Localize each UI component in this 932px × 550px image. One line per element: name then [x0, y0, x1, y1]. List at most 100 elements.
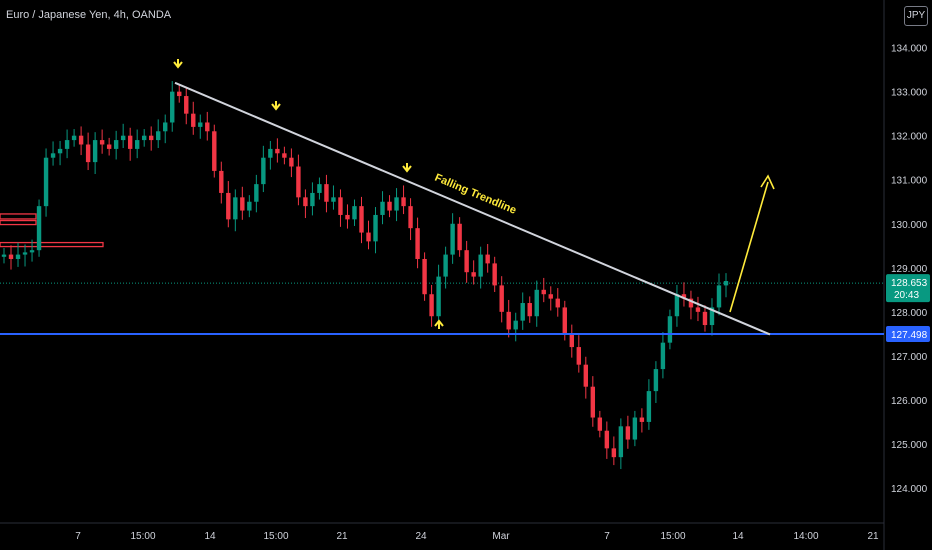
candle-body	[499, 285, 504, 312]
candle-body	[106, 144, 112, 149]
y-tick-label: 128.000	[891, 308, 928, 319]
resistance-zone	[0, 219, 37, 226]
candle-body	[723, 281, 729, 286]
candle-body	[170, 91, 175, 123]
candle-body	[184, 96, 189, 114]
y-tick-label: 126.000	[891, 396, 928, 407]
candle-body	[688, 298, 694, 308]
y-tick-label: 124.000	[891, 484, 928, 495]
x-tick-label: 15:00	[130, 531, 155, 542]
x-tick-label: 7	[604, 531, 610, 542]
candle-body	[660, 342, 666, 370]
candle-body	[681, 294, 687, 299]
y-tick-label: 125.000	[891, 440, 928, 451]
candle-body	[394, 197, 399, 211]
candle-body	[57, 148, 63, 154]
candle-body	[127, 135, 133, 149]
candle-body	[429, 294, 434, 317]
candle-body	[303, 197, 308, 207]
candle-body	[520, 303, 525, 321]
touch-arrow	[402, 165, 412, 173]
candle-body	[457, 223, 462, 251]
candle-body	[583, 364, 589, 387]
countdown-label: 20:43	[894, 290, 919, 301]
candle-body	[324, 184, 329, 202]
candle-body	[331, 197, 336, 202]
candle-body	[709, 307, 715, 326]
touch-arrow	[173, 61, 183, 69]
candle-body	[387, 201, 392, 211]
candle-body	[695, 307, 701, 312]
touch-arrow	[271, 103, 281, 111]
candle-body	[541, 289, 546, 295]
candle-body	[569, 333, 574, 348]
candle-body	[590, 386, 596, 418]
candle-body	[485, 254, 490, 264]
candle-body	[43, 157, 49, 207]
candle-body	[597, 417, 603, 431]
candle-body	[78, 135, 84, 145]
candle-body	[471, 272, 476, 277]
x-tick-label: Mar	[492, 531, 510, 542]
x-tick-label: 7	[75, 531, 81, 542]
y-tick-label: 131.000	[891, 176, 928, 187]
candle-body	[219, 170, 224, 193]
candle-body	[352, 206, 357, 220]
candle-body	[113, 140, 119, 149]
candle-body	[625, 426, 631, 440]
resistance-zone	[0, 241, 104, 248]
touch-arrow	[434, 319, 444, 327]
candle-body	[702, 311, 708, 326]
y-tick-label: 134.000	[891, 44, 928, 55]
candle-body	[422, 258, 427, 295]
candle-body	[611, 448, 617, 458]
candle-body	[527, 303, 532, 317]
candle-body	[289, 157, 294, 167]
chart-title: Euro / Japanese Yen, 4h, OANDA	[6, 9, 172, 21]
candle-body	[506, 311, 511, 330]
candle-body	[50, 153, 56, 158]
candle-body	[534, 289, 539, 317]
candle-body	[205, 122, 210, 132]
x-tick-label: 15:00	[263, 531, 288, 542]
currency-badge[interactable]: JPY	[904, 6, 928, 26]
candle-body	[254, 184, 259, 202]
candle-body	[450, 223, 455, 255]
candle-body	[576, 347, 581, 365]
y-tick-label: 130.000	[891, 220, 928, 231]
candle-body	[562, 307, 567, 334]
candle-body	[261, 157, 266, 185]
x-tick-label: 24	[415, 531, 427, 542]
candle-body	[141, 135, 147, 141]
x-tick-label: 15:00	[660, 531, 685, 542]
candle-body	[513, 320, 518, 330]
candle-body	[64, 140, 70, 149]
candle-body	[177, 91, 182, 97]
candle-body	[373, 214, 378, 242]
candle-body	[415, 228, 420, 259]
candle-body	[632, 417, 638, 440]
candle-body	[408, 206, 413, 229]
candle-body	[134, 140, 140, 149]
candle-body	[71, 135, 77, 141]
candle-body	[639, 417, 645, 422]
candle-body	[401, 197, 406, 207]
candle-body	[240, 197, 245, 211]
candle-body	[22, 252, 28, 255]
projection-arrow	[729, 181, 769, 313]
y-tick-label: 133.000	[891, 88, 928, 99]
candle-body	[555, 298, 560, 308]
candle-body	[198, 122, 203, 127]
support-price-badge	[886, 325, 930, 342]
x-tick-label: 21	[336, 531, 348, 542]
candle-body	[99, 140, 105, 145]
candle-body	[282, 153, 287, 158]
candle-body	[85, 144, 91, 163]
candle-body	[275, 148, 280, 154]
falling-trendline	[174, 81, 771, 336]
candle-body	[8, 254, 14, 259]
y-tick-label: 127.000	[891, 352, 928, 363]
candle-body	[149, 135, 154, 141]
